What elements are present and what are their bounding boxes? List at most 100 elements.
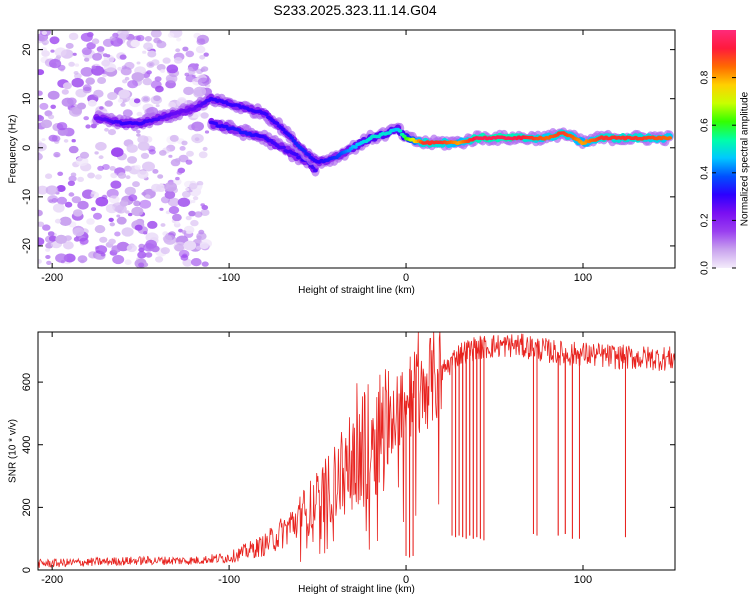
heatmap-noise-cell (138, 243, 145, 249)
heatmap-noise-cell (131, 72, 145, 82)
heatmap-noise-cell (99, 236, 108, 243)
heatmap-noise-cell (182, 253, 188, 258)
heatmap-noise-cell (160, 223, 166, 227)
heatmap-noise-cell (57, 171, 64, 176)
heatmap-ridge-core (289, 136, 295, 140)
heatmap-noise-cell (59, 216, 72, 226)
heatmap-noise-cell (124, 210, 130, 214)
heatmap-noise-cell (85, 124, 91, 129)
heatmap-branch-core (313, 168, 318, 173)
heatmap-noise-cell (55, 234, 68, 244)
heatmap-noise-cell (151, 183, 162, 192)
heatmap-noise-cell (61, 97, 74, 107)
heatmap-noise-cell (38, 142, 47, 152)
heatmap-noise-cell (83, 116, 89, 121)
heatmap-noise-cell (118, 89, 131, 99)
bottom-x-tick-label: 100 (574, 574, 592, 586)
heatmap-noise-cell (124, 186, 136, 196)
heatmap-noise-cell (133, 98, 141, 104)
colorbar-tick-label: 0.2 (700, 213, 711, 227)
heatmap-noise-cell (160, 247, 170, 255)
heatmap-noise-cell (191, 199, 196, 204)
heatmap-noise-cell (177, 197, 191, 207)
heatmap-noise-cell (64, 201, 73, 208)
heatmap-noise-cell (167, 197, 180, 207)
heatmap-noise-cell (133, 200, 141, 207)
heatmap-noise-cell (46, 260, 52, 265)
heatmap-noise-cell (55, 253, 68, 263)
heatmap-noise-cell (142, 77, 153, 86)
heatmap-noise-cell (199, 241, 209, 250)
heatmap-noise-cell (72, 52, 77, 56)
heatmap-noise-cell (157, 174, 164, 179)
heatmap-noise-cell (197, 184, 203, 189)
heatmap-noise-cell (77, 176, 84, 182)
heatmap-noise-cell (186, 150, 194, 157)
heatmap-noise-cell (196, 38, 206, 46)
bottom-y-tick-label: 600 (21, 373, 33, 391)
heatmap-noise-cell (198, 229, 205, 235)
heatmap-noise-cell (194, 63, 199, 67)
heatmap-noise-cell (120, 66, 132, 76)
heatmap-noise-cell (116, 216, 127, 225)
top-x-tick-label: 100 (574, 272, 592, 284)
heatmap-noise-cell (164, 190, 176, 199)
heatmap-noise-cell (81, 47, 92, 56)
heatmap-noise-cell (97, 77, 107, 84)
heatmap-noise-cell (169, 134, 179, 142)
heatmap-noise-cell (159, 150, 167, 156)
heatmap-noise-cell (139, 199, 152, 209)
heatmap-noise-cell (162, 231, 169, 237)
heatmap-noise-cell (142, 161, 155, 172)
heatmap-noise-cell (194, 127, 199, 132)
heatmap-noise-cell (142, 50, 147, 54)
heatmap-noise-cell (63, 241, 74, 250)
heatmap-noise-cell (136, 61, 141, 65)
colorbar-tick-label: 0.6 (700, 118, 711, 132)
heatmap-noise-cell (41, 138, 46, 142)
heatmap-cells (38, 30, 674, 268)
heatmap-noise-cell (168, 154, 173, 158)
heatmap-noise-cell (168, 206, 180, 215)
chart-title: S233.2025.323.11.14.G04 (273, 2, 437, 18)
heatmap-noise-cell (190, 258, 202, 267)
heatmap-noise-cell (92, 53, 103, 61)
heatmap-noise-cell (73, 71, 79, 75)
top-y-tick-label: -10 (21, 189, 33, 205)
heatmap-noise-cell (137, 141, 150, 151)
heatmap-noise-cell (183, 240, 197, 251)
heatmap-noise-cell (162, 57, 171, 64)
heatmap-noise-cell (194, 211, 203, 218)
heatmap-noise-cell (200, 209, 210, 216)
heatmap-noise-cell (102, 164, 110, 170)
heatmap-noise-cell (79, 237, 89, 245)
heatmap-noise-cell (181, 140, 188, 146)
heatmap-noise-cell (38, 259, 42, 264)
heatmap-noise-cell (54, 218, 62, 224)
heatmap-noise-cell (72, 227, 85, 237)
heatmap-noise-cell (68, 145, 79, 154)
heatmap-ridge-core (263, 112, 269, 116)
heatmap-noise-cell (38, 209, 43, 217)
heatmap-noise-cell (90, 207, 97, 212)
heatmap-noise-cell (136, 34, 145, 42)
heatmap-noise-cell (110, 180, 122, 189)
heatmap-noise-cell (173, 57, 183, 64)
heatmap-noise-cell (178, 154, 189, 163)
heatmap-noise-cell (49, 58, 62, 69)
heatmap-noise-cell (136, 129, 141, 134)
heatmap-noise-cell (127, 156, 138, 164)
heatmap-noise-cell (50, 49, 55, 53)
heatmap-noise-cell (86, 31, 94, 38)
heatmap-noise-cell (96, 46, 105, 53)
heatmap-noise-cell (138, 247, 145, 253)
heatmap-noise-cell (54, 47, 67, 57)
heatmap-noise-cell (45, 173, 53, 179)
heatmap-noise-cell (116, 30, 129, 39)
heatmap-noise-cell (45, 255, 51, 259)
colorbar-tick-label: 0.0 (700, 261, 711, 275)
top-y-tick-label: 0 (21, 145, 33, 151)
heatmap-noise-cell (124, 76, 130, 81)
heatmap-noise-cell (102, 73, 107, 78)
